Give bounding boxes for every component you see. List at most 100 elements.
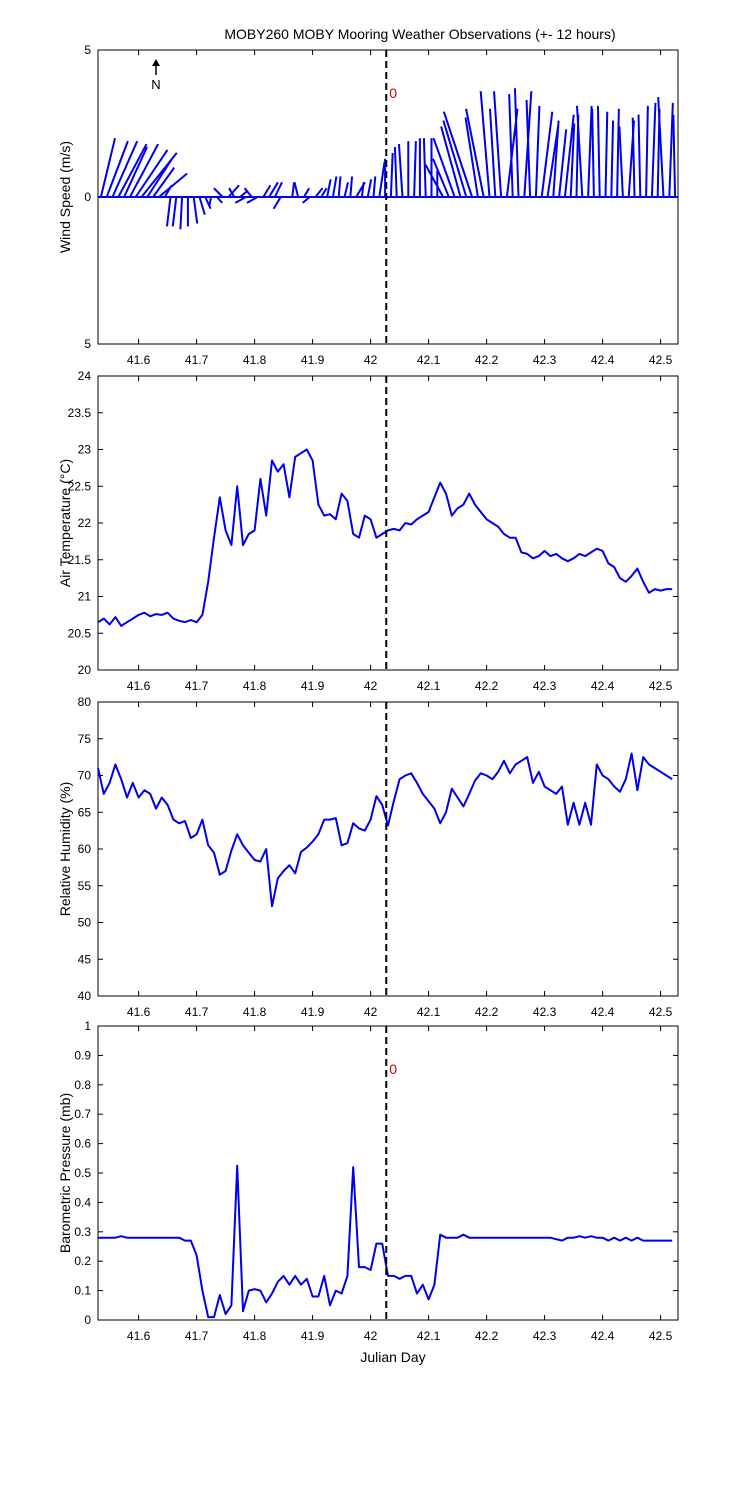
x-tick-label: 41.8 [243,1005,267,1019]
panel-air-temp: 41.6 41.7 41.8 41.9 42 42.1 42.2 42.3 42.4 42.5 20… [57,369,679,693]
wind-stick [493,91,503,198]
y-tick-label: 0.7 [74,1107,91,1121]
y-axis-label: Air Temperature (°C) [57,459,73,587]
wind-stick [546,126,560,198]
x-tick-label: 42.5 [649,1329,673,1343]
wind-stick [389,152,394,198]
y-tick-label: 60 [78,842,92,856]
y-tick-label: 24 [78,369,92,383]
y-tick-label: 70 [78,769,92,783]
wind-stick [343,182,350,198]
y-tick-label: 5 [84,337,91,351]
x-tick-label: 42.2 [475,1005,499,1019]
y-tick-label: 20 [78,663,92,677]
wind-stick [650,102,657,198]
x-tick-label: 42.3 [533,1005,557,1019]
x-tick-label: 42 [364,1005,378,1019]
wind-stick [432,158,450,198]
x-tick-label: 41.6 [127,1005,151,1019]
north-label: N [151,77,160,92]
wind-stick [397,144,404,198]
y-tick-label: 80 [78,695,92,709]
x-tick-label: 41.6 [127,1329,151,1343]
wind-stick [569,123,576,198]
wind-stick [326,179,332,198]
y-tick-label: 0.5 [74,1166,91,1180]
wind-stick [228,187,236,198]
wind-stick [442,111,474,198]
wind-stick [146,158,173,198]
panels-group: 41.6 41.7 41.8 41.9 42 42.1 42.2 42.3 42.4 42.550… [57,43,679,1343]
y-tick-label: 75 [78,732,92,746]
y-tick-label: 50 [78,916,92,930]
x-tick-label: 41.6 [127,679,151,693]
panel-wind: 41.6 41.7 41.8 41.9 42 42.1 42.2 42.3 42.4 42.5 5 0… [57,43,679,367]
x-tick-label: 42.1 [417,679,441,693]
wind-stick [479,91,491,198]
y-tick-label: 21 [78,590,92,604]
wind-stick [337,176,342,198]
x-tick-label: 41.9 [301,1005,325,1019]
x-tick-label: 42.3 [533,1329,557,1343]
wind-stick [105,140,129,198]
wind-stick [129,143,160,198]
y-tick-label: 40 [78,989,92,1003]
wind-stick [442,120,468,198]
wind-stick [208,196,213,207]
wind-stick [366,179,373,198]
wind-stick [268,181,279,198]
x-tick-label: 42.5 [649,1005,673,1019]
wind-stick [596,105,601,198]
x-tick-label: 41.8 [243,353,267,367]
x-tick-label: 42.5 [649,353,673,367]
wind-stick [372,176,377,198]
wind-stick [192,196,199,224]
wind-stick [331,176,338,198]
wind-stick [171,196,178,227]
wind-stick [213,187,224,198]
x-tick-label: 42.2 [475,679,499,693]
y-tick-label: 1 [84,1019,91,1033]
y-axis-label: Barometric Pressure (mb) [57,1093,73,1253]
y-tick-label: 23 [78,443,92,457]
wind-stick [591,108,595,198]
y-tick-label: 0.8 [74,1078,91,1092]
wind-stick [293,182,300,198]
x-tick-label: 42.1 [417,1005,441,1019]
y-tick-label: 0.3 [74,1225,91,1239]
wind-stick [465,108,485,198]
plot-frame [97,701,679,997]
y-axis-label: Wind Speed (m/s) [57,141,73,253]
wind-stick [99,137,116,198]
y-tick-label: 0.2 [74,1254,91,1268]
wind-stick [291,182,296,198]
wind-stick [668,102,674,198]
wind-stick [604,111,609,198]
y-tick-label: 0 [84,190,91,204]
wind-stick [273,181,283,198]
y-tick-label: 65 [78,805,92,819]
wind-stick [152,167,176,198]
wind-stick [227,184,240,198]
wind-stick [587,105,593,198]
north-arrowhead-icon [152,59,160,66]
figure-title: MOBY260 MOBY Mooring Weather Observation… [224,26,615,42]
x-tick-label: 41.8 [243,679,267,693]
y-tick-label: 22 [78,516,92,530]
x-tick-label: 42.3 [533,353,557,367]
wind-stick [198,196,206,215]
series-line [98,1164,673,1319]
wind-stick [165,196,172,227]
wind-stick [378,161,386,198]
y-tick-label: 5 [84,43,91,57]
x-tick-label: 42 [364,1329,378,1343]
x-tick-label: 42.4 [591,1329,615,1343]
y-tick-label: 0.9 [74,1048,91,1062]
wind-stick [303,187,311,198]
wind-stick [422,138,427,198]
wind-stick [424,164,444,198]
wind-stick [123,146,148,198]
annotation-label: 0 [389,1061,397,1077]
wind-stick [534,105,541,198]
